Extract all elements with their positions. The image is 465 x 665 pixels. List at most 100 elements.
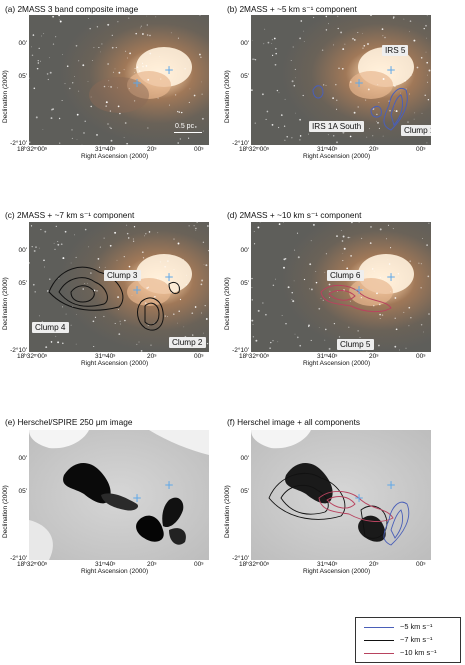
dec-tick: 00': [240, 40, 249, 47]
label-clump4: Clump 4: [32, 322, 69, 333]
svg-text:+: +: [354, 491, 364, 505]
ra-tick: 00ˢ: [416, 561, 426, 568]
panel-title: (d) 2MASS + ~10 km s⁻¹ component: [227, 210, 362, 220]
dec-tick: -2°10': [10, 140, 27, 147]
ra-tick: 18ʰ32ᵐ00ˢ: [17, 561, 48, 568]
panel-d: (d) 2MASS + ~10 km s⁻¹ component + + Clu…: [224, 210, 451, 410]
dec-tick: 00': [18, 455, 27, 462]
legend-label-10kms: ~10 km s⁻¹: [400, 648, 437, 657]
svg-text:+: +: [132, 283, 142, 297]
xlabel: Right Ascension (2000): [303, 153, 371, 160]
svg-text:+: +: [386, 270, 396, 284]
panel-image: + + 0.5 pc: [29, 15, 209, 145]
dec-tick: 00': [240, 455, 249, 462]
label-clump3: Clump 3: [104, 270, 141, 281]
label-clump6: Clump 6: [327, 270, 364, 281]
marker-irs5: +: [164, 63, 174, 77]
panel-image: + + Clump 6 Clump 5: [251, 222, 431, 352]
red-contours: [320, 285, 392, 313]
svg-text:+: +: [132, 491, 142, 505]
ra-tick: 31ᵐ40ˢ: [95, 146, 116, 153]
svg-text:+: +: [354, 76, 364, 90]
label-clump2: Clump 2: [169, 337, 206, 348]
ra-tick: 20ˢ: [147, 561, 157, 568]
dec-tick: -2°10': [232, 140, 249, 147]
panel-title: (f) Herschel image + all components: [227, 417, 361, 427]
ra-tick: 20ˢ: [369, 353, 379, 360]
panel-c: (c) 2MASS + ~7 km s⁻¹ component + + Clum…: [2, 210, 229, 410]
ra-tick: 00ˢ: [416, 353, 426, 360]
ra-tick: 18ʰ32ᵐ00ˢ: [17, 146, 48, 153]
ra-tick: 31ᵐ40ˢ: [95, 561, 116, 568]
panel-image: + +: [29, 430, 209, 560]
ra-tick: 20ˢ: [369, 146, 379, 153]
panel-image: + + IRS 5 IRS 1A South Clump 1: [251, 15, 431, 145]
panel-f: (f) Herschel image + all components + +: [224, 417, 451, 617]
panel-title: (a) 2MASS 3 band composite image: [5, 4, 139, 14]
black-contours: [48, 266, 180, 331]
legend-line-7kms: [364, 640, 394, 641]
legend: ~5 km s⁻¹ ~7 km s⁻¹ ~10 km s⁻¹: [355, 617, 461, 663]
ra-tick: 00ˢ: [194, 146, 204, 153]
svg-text:+: +: [164, 478, 174, 492]
panel-image: + + Clump 3 Clump 4 Clump 2: [29, 222, 209, 352]
ra-tick: 31ᵐ40ˢ: [317, 146, 338, 153]
svg-text:+: +: [386, 478, 396, 492]
dec-tick: 05': [240, 73, 249, 80]
nebula-image: + +: [251, 222, 431, 352]
dec-tick: 05': [240, 280, 249, 287]
svg-text:+: +: [354, 283, 364, 297]
ra-tick: 00ˢ: [416, 146, 426, 153]
dec-tick: 05': [18, 73, 27, 80]
dec-tick: 05': [18, 280, 27, 287]
xlabel: Right Ascension (2000): [303, 568, 371, 575]
panel-image: + +: [251, 430, 431, 560]
scale-bar: [174, 132, 202, 133]
ra-tick: 18ʰ32ᵐ00ˢ: [17, 353, 48, 360]
scale-bar-label: 0.5 pc: [175, 123, 195, 130]
dec-tick: 05': [240, 488, 249, 495]
panel-a: (a) 2MASS 3 band composite image + + 0.5…: [2, 0, 229, 200]
ra-tick: 18ʰ32ᵐ00ˢ: [239, 353, 270, 360]
svg-text:+: +: [164, 270, 174, 284]
legend-label-7kms: ~7 km s⁻¹: [400, 635, 433, 644]
label-clump1: Clump 1: [401, 125, 431, 136]
dec-tick: 00': [18, 40, 27, 47]
dec-tick: 00': [18, 247, 27, 254]
panel-e: (e) Herschel/SPIRE 250 μm image + + Decl…: [2, 417, 229, 617]
panel-title: (b) 2MASS + ~5 km s⁻¹ component: [227, 4, 357, 14]
marker-irs1a: +: [132, 76, 142, 90]
panel-b: (b) 2MASS + ~5 km s⁻¹ component + + IRS …: [224, 0, 451, 200]
ra-tick: 31ᵐ40ˢ: [95, 353, 116, 360]
label-irs1a-south: IRS 1A South: [309, 121, 365, 132]
svg-text:+: +: [386, 63, 396, 77]
dec-tick: -2°10': [232, 347, 249, 354]
herschel-image: + +: [251, 430, 431, 560]
ra-tick: 31ᵐ40ˢ: [317, 561, 338, 568]
blue-contours: [312, 85, 408, 131]
legend-label-5kms: ~5 km s⁻¹: [400, 622, 433, 631]
nebula-image: + +: [29, 15, 209, 145]
ra-tick: 20ˢ: [147, 146, 157, 153]
panel-title: (e) Herschel/SPIRE 250 μm image: [5, 417, 133, 427]
legend-line-10kms: [364, 653, 394, 654]
panel-title: (c) 2MASS + ~7 km s⁻¹ component: [5, 210, 135, 220]
legend-line-5kms: [364, 627, 394, 628]
ra-tick: 18ʰ32ᵐ00ˢ: [239, 561, 270, 568]
dec-tick: -2°10': [232, 555, 249, 562]
herschel-image: + +: [29, 430, 209, 560]
dec-tick: 05': [18, 488, 27, 495]
dec-tick: -2°10': [10, 347, 27, 354]
ra-tick: 18ʰ32ᵐ00ˢ: [239, 146, 270, 153]
dec-tick: 00': [240, 247, 249, 254]
ra-tick: 20ˢ: [369, 561, 379, 568]
ra-tick: 00ˢ: [194, 353, 204, 360]
xlabel: Right Ascension (2000): [303, 360, 371, 367]
label-irs5: IRS 5: [382, 45, 409, 56]
dec-tick: -2°10': [10, 555, 27, 562]
xlabel: Right Ascension (2000): [81, 568, 149, 575]
xlabel: Right Ascension (2000): [81, 360, 149, 367]
ra-tick: 00ˢ: [194, 561, 204, 568]
label-clump5: Clump 5: [337, 339, 374, 350]
ra-tick: 20ˢ: [147, 353, 157, 360]
